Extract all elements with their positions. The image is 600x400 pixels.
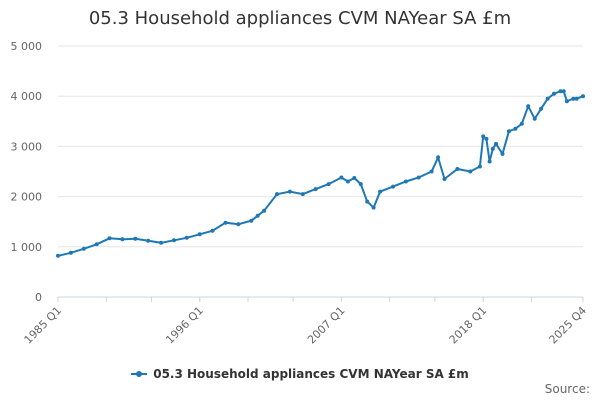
data-point[interactable] xyxy=(487,159,492,164)
data-point[interactable] xyxy=(506,129,511,134)
data-point[interactable] xyxy=(249,218,254,223)
data-point[interactable] xyxy=(481,134,486,139)
data-point[interactable] xyxy=(197,232,202,237)
data-point[interactable] xyxy=(262,208,267,213)
y-tick-label: 3 000 xyxy=(11,140,43,153)
data-point[interactable] xyxy=(519,121,524,126)
data-point[interactable] xyxy=(56,253,60,258)
data-point[interactable] xyxy=(532,116,537,121)
data-point[interactable] xyxy=(403,179,408,184)
data-point[interactable] xyxy=(313,187,318,192)
legend-item[interactable]: 05.3 Household appliances CVM NAYear SA … xyxy=(131,367,469,381)
data-point[interactable] xyxy=(326,182,331,187)
data-point[interactable] xyxy=(159,240,164,245)
data-point[interactable] xyxy=(455,167,460,171)
data-point[interactable] xyxy=(558,89,563,94)
data-point[interactable] xyxy=(378,189,383,194)
chart-title: 05.3 Household appliances CVM NAYear SA … xyxy=(88,8,512,29)
data-point[interactable] xyxy=(172,238,176,243)
data-point[interactable] xyxy=(484,136,489,141)
data-point[interactable] xyxy=(287,189,292,194)
legend: 05.3 Household appliances CVM NAYear SA … xyxy=(0,364,600,381)
data-point[interactable] xyxy=(133,236,138,241)
data-point[interactable] xyxy=(500,151,505,156)
data-point[interactable] xyxy=(391,184,395,189)
data-point[interactable] xyxy=(429,169,434,174)
data-point[interactable] xyxy=(545,96,550,101)
data-point[interactable] xyxy=(442,177,447,181)
data-point[interactable] xyxy=(494,141,498,146)
data-point[interactable] xyxy=(352,176,357,180)
series-line[interactable] xyxy=(57,90,584,257)
data-point[interactable] xyxy=(513,126,518,131)
data-point[interactable] xyxy=(571,96,576,101)
data-point[interactable] xyxy=(68,250,73,255)
data-point[interactable] xyxy=(345,179,350,184)
data-point[interactable] xyxy=(574,96,579,101)
legend-label: 05.3 Household appliances CVM NAYear SA … xyxy=(153,367,469,381)
y-axis-labels: 0 1 000 2 000 3 000 4 000 5 000 xyxy=(11,40,43,304)
data-point[interactable] xyxy=(526,104,531,109)
y-tick-label: 0 xyxy=(35,291,42,304)
legend-swatch-icon xyxy=(131,371,148,377)
data-point[interactable] xyxy=(358,182,363,187)
data-point[interactable] xyxy=(581,94,585,99)
source-link[interactable]: Source: xyxy=(544,382,590,396)
data-point[interactable] xyxy=(300,192,305,197)
data-point[interactable] xyxy=(339,175,344,180)
data-point[interactable] xyxy=(223,220,228,225)
x-axis-labels: 1985 Q1 1996 Q1 2007 Q1 2018 Q1 2025 Q4 xyxy=(22,304,590,347)
data-point[interactable] xyxy=(275,192,279,197)
y-tick-label: 1 000 xyxy=(11,241,43,254)
x-axis-ticks xyxy=(57,297,584,302)
data-point[interactable] xyxy=(477,164,482,169)
data-point[interactable] xyxy=(468,169,473,174)
x-tick-label: 2007 Q1 xyxy=(305,304,348,347)
data-point[interactable] xyxy=(210,228,215,233)
data-point[interactable] xyxy=(365,199,370,204)
series-points xyxy=(56,89,585,258)
data-point[interactable] xyxy=(81,246,86,251)
data-point[interactable] xyxy=(552,91,556,96)
data-point[interactable] xyxy=(564,99,569,104)
data-point[interactable] xyxy=(107,236,112,241)
data-point[interactable] xyxy=(94,242,99,247)
x-tick-label: 1996 Q1 xyxy=(163,304,206,347)
data-point[interactable] xyxy=(146,238,151,243)
y-tick-label: 2 000 xyxy=(11,191,43,204)
data-point[interactable] xyxy=(416,175,421,180)
y-tick-label: 5 000 xyxy=(11,40,43,53)
data-point[interactable] xyxy=(490,146,495,151)
data-point[interactable] xyxy=(436,155,441,160)
data-point[interactable] xyxy=(184,235,189,240)
data-point[interactable] xyxy=(561,89,566,94)
x-tick-label: 1985 Q1 xyxy=(22,304,65,347)
gridlines xyxy=(58,45,583,298)
x-tick-label: 2025 Q4 xyxy=(547,304,590,347)
data-point[interactable] xyxy=(371,205,376,210)
data-point[interactable] xyxy=(236,222,241,227)
data-point[interactable] xyxy=(539,106,544,111)
y-tick-label: 4 000 xyxy=(11,90,43,103)
x-tick-label: 2018 Q1 xyxy=(447,304,490,347)
data-point[interactable] xyxy=(255,213,260,218)
data-point[interactable] xyxy=(120,237,125,242)
